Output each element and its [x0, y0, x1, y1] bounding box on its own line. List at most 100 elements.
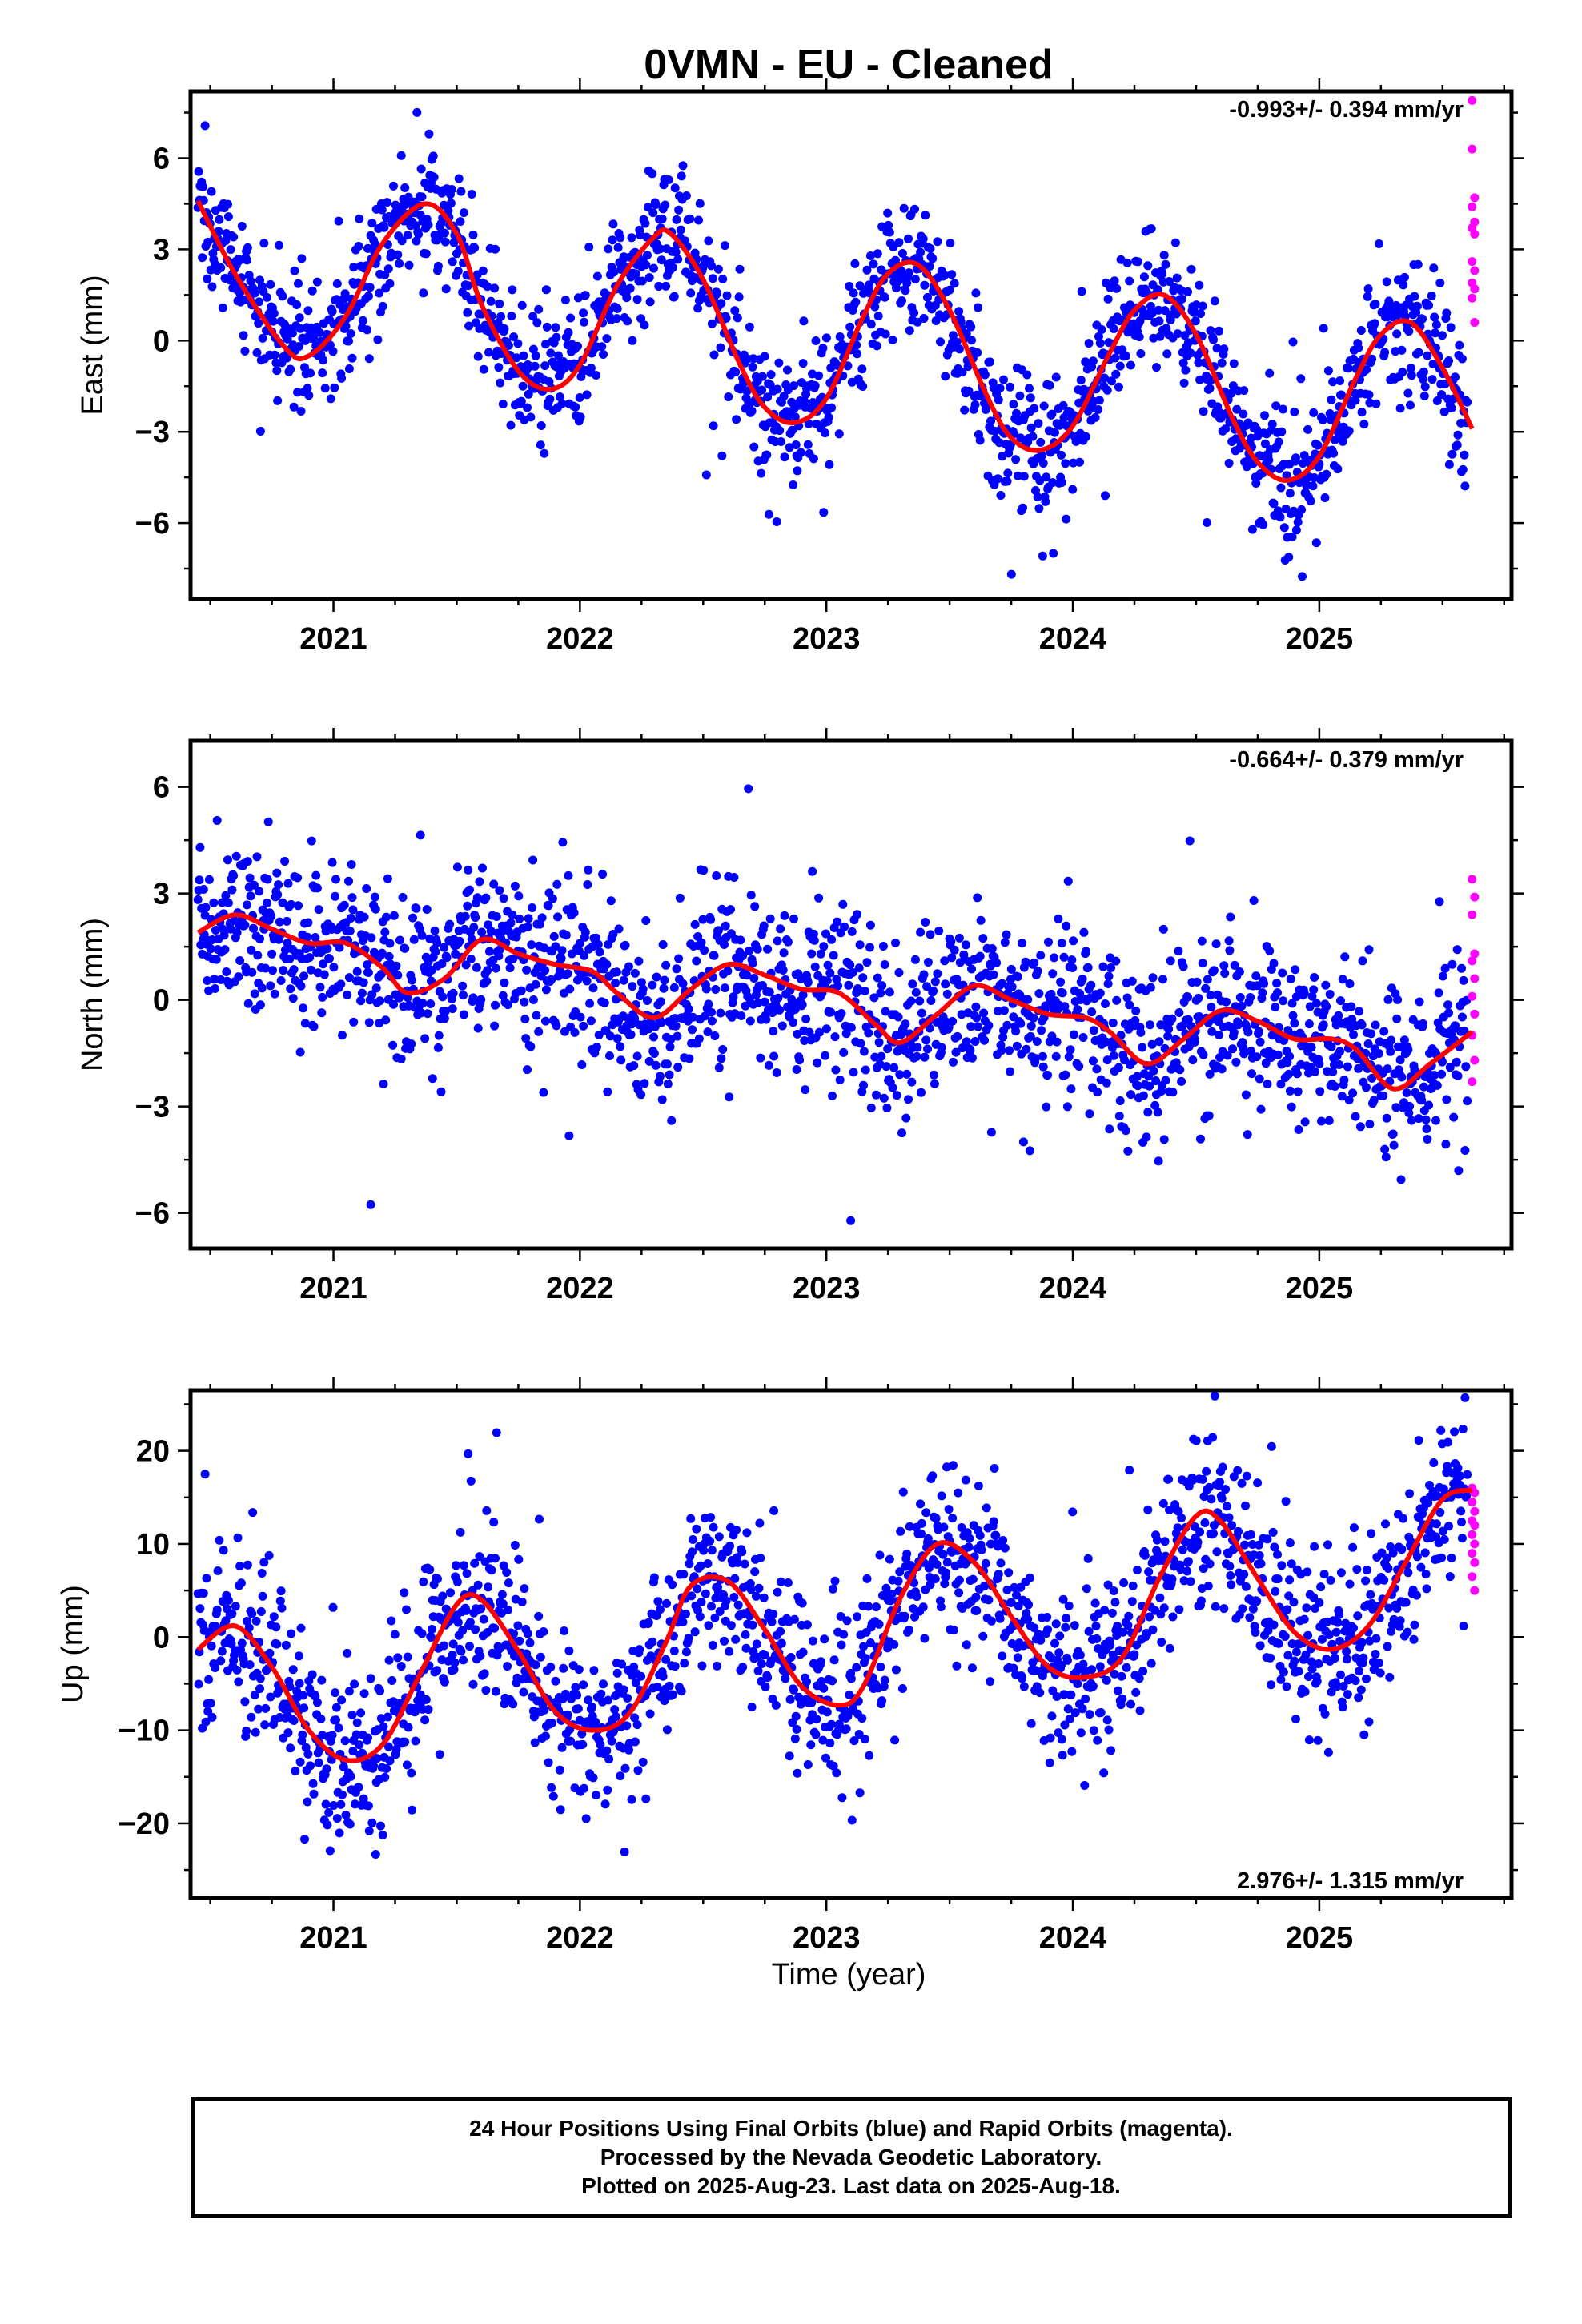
final-orbit-point [407, 1768, 416, 1778]
final-orbit-point [519, 1687, 528, 1697]
final-orbit-point [656, 1072, 665, 1081]
final-orbit-point [1287, 532, 1297, 541]
final-orbit-point [1415, 997, 1424, 1007]
final-orbit-point [1263, 1080, 1272, 1089]
final-orbit-point [571, 402, 580, 412]
final-orbit-point [697, 1598, 706, 1606]
final-orbit-point [296, 1623, 306, 1633]
final-orbit-point [1369, 1096, 1379, 1105]
final-orbit-point [490, 283, 500, 293]
rapid-orbit-point [1468, 910, 1477, 919]
final-orbit-point [379, 1722, 388, 1731]
final-orbit-point [400, 1588, 409, 1598]
final-orbit-point [865, 280, 874, 290]
final-orbit-point [215, 1535, 224, 1545]
final-orbit-point [206, 944, 215, 954]
final-orbit-point [275, 917, 284, 927]
final-orbit-point [1309, 408, 1319, 417]
final-orbit-point [1133, 1072, 1142, 1081]
final-orbit-point [965, 1534, 974, 1543]
final-orbit-point [946, 937, 956, 947]
final-orbit-point [469, 923, 479, 932]
final-orbit-point [335, 1828, 344, 1838]
final-orbit-point [877, 981, 887, 991]
final-orbit-point [287, 1629, 296, 1638]
final-orbit-point [814, 893, 824, 903]
final-orbit-point [1038, 459, 1048, 468]
final-orbit-point [1334, 1011, 1343, 1020]
final-orbit-point [1155, 332, 1165, 341]
final-orbit-point [1094, 332, 1103, 341]
final-orbit-point [792, 1065, 801, 1074]
final-orbit-point [539, 1627, 548, 1636]
final-orbit-point [1006, 1067, 1014, 1076]
final-orbit-point [508, 910, 517, 919]
final-orbit-point [245, 873, 255, 883]
final-orbit-point [1237, 1001, 1247, 1011]
final-orbit-point [344, 1687, 354, 1696]
final-orbit-point [262, 899, 271, 907]
final-orbit-point [842, 1616, 852, 1626]
final-orbit-point [1291, 453, 1300, 463]
final-orbit-point [1386, 1047, 1395, 1056]
final-orbit-point [339, 1763, 348, 1771]
final-orbit-point [706, 1513, 716, 1522]
final-orbit-point [546, 1663, 556, 1672]
final-orbit-point [1007, 982, 1017, 991]
final-orbit-point [726, 905, 735, 915]
final-orbit-point [596, 1740, 605, 1750]
final-orbit-point [1110, 353, 1120, 363]
final-orbit-point [880, 960, 889, 969]
final-orbit-point [1002, 1020, 1012, 1030]
final-orbit-point [628, 336, 637, 345]
final-orbit-point [446, 1588, 455, 1598]
final-orbit-point [479, 364, 488, 374]
final-orbit-point [833, 917, 842, 927]
final-orbit-point [826, 1007, 836, 1017]
final-orbit-point [721, 313, 731, 323]
final-orbit-point [595, 947, 604, 957]
final-orbit-point [431, 947, 440, 956]
final-orbit-point [673, 1063, 683, 1072]
final-orbit-point [466, 1476, 476, 1486]
final-orbit-point [240, 1697, 250, 1707]
final-orbit-point [247, 1712, 256, 1722]
rapid-orbit-point [1470, 266, 1480, 275]
final-orbit-point [665, 1070, 674, 1080]
final-orbit-point [696, 1561, 705, 1570]
final-orbit-point [515, 914, 524, 923]
final-orbit-point [1061, 459, 1070, 468]
final-orbit-point [250, 989, 259, 999]
final-orbit-point [1006, 964, 1016, 974]
final-orbit-point [815, 1027, 824, 1037]
final-orbit-point [789, 381, 798, 391]
final-orbit-point [846, 1674, 856, 1683]
final-orbit-point [658, 940, 668, 949]
final-orbit-point [679, 1570, 689, 1579]
final-orbit-point [780, 452, 789, 462]
final-orbit-point [612, 1668, 622, 1678]
final-orbit-point [303, 1749, 313, 1759]
final-orbit-point [343, 990, 352, 999]
final-orbit-point [243, 255, 251, 265]
final-orbit-point [1423, 351, 1432, 360]
final-orbit-point [232, 1665, 242, 1675]
final-orbit-point [1239, 386, 1249, 396]
final-orbit-point [981, 1558, 990, 1568]
final-orbit-point [1097, 325, 1106, 334]
final-orbit-point [930, 1574, 940, 1583]
final-orbit-point [440, 943, 448, 952]
final-orbit-point [565, 984, 575, 994]
final-orbit-point [780, 911, 789, 920]
final-orbit-point [828, 1676, 837, 1686]
final-orbit-point [1038, 1051, 1047, 1061]
final-orbit-point [713, 289, 722, 299]
final-orbit-point [853, 349, 862, 359]
final-orbit-point [879, 1093, 889, 1103]
final-orbit-point [1315, 1087, 1325, 1096]
final-orbit-point [303, 1797, 312, 1807]
final-orbit-point [1284, 553, 1294, 562]
final-orbit-point [330, 383, 339, 392]
final-orbit-point [1449, 1112, 1459, 1122]
